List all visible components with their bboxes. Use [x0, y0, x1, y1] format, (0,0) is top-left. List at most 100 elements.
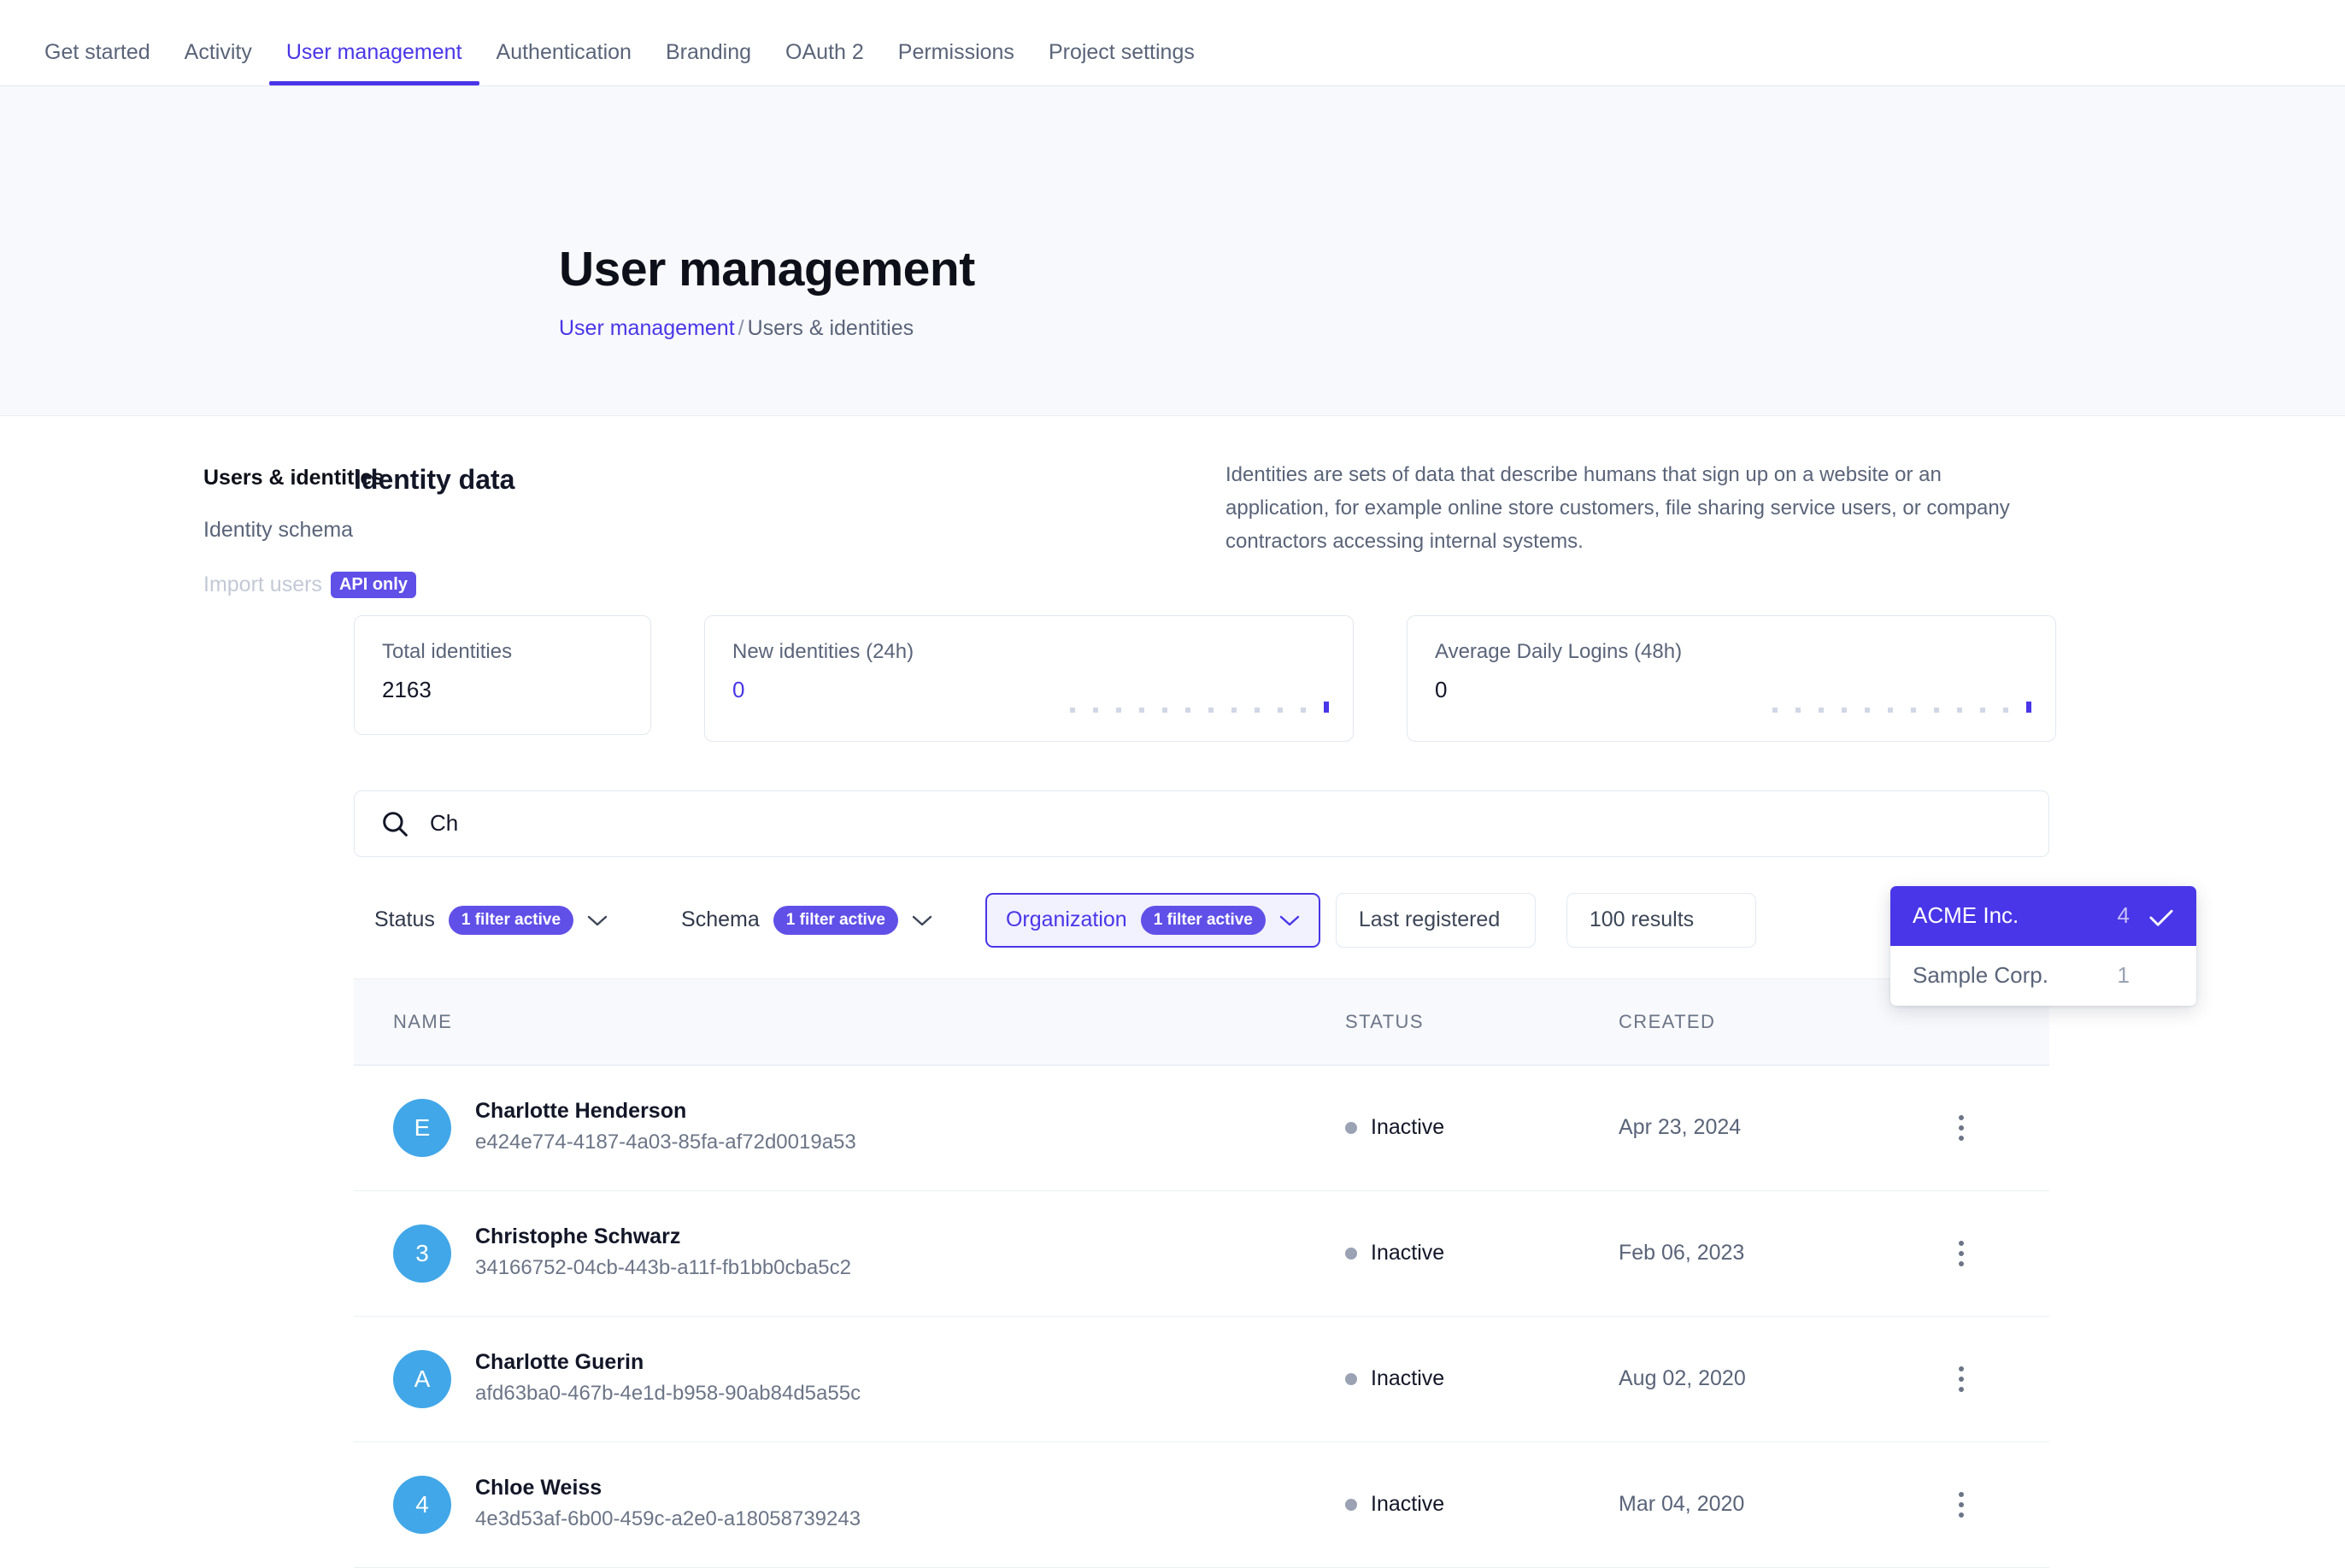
organization-dropdown-menu[interactable]: ACME Inc. 4 Sample Corp. 1: [1890, 885, 2196, 1006]
user-id: e424e774-4187-4a03-85fa-af72d0019a53: [475, 1130, 856, 1154]
results-count-label: 100 results: [1589, 907, 1695, 932]
user-id: afd63ba0-467b-4e1d-b958-90ab84d5a55c: [475, 1381, 861, 1405]
section-description: Identities are sets of data that describ…: [1225, 463, 2010, 553]
cell-name: 4 Chloe Weiss 4e3d53af-6b00-459c-a2e0-a180…: [354, 1474, 1345, 1534]
check-icon: [2148, 966, 2174, 985]
nav-item-oauth-2[interactable]: OAuth 2: [785, 40, 864, 64]
status-dot-icon: [1345, 1247, 1357, 1260]
content-header: Identity data Identities are sets of dat…: [354, 459, 2295, 559]
stat-card-value: 2163: [382, 676, 432, 702]
avatar: A: [393, 1349, 451, 1408]
status-label: Inactive: [1371, 1115, 1445, 1140]
status-badge: Inactive: [1345, 1492, 1619, 1517]
cell-created: Feb 06, 2023: [1619, 1241, 1745, 1266]
sort-select[interactable]: Last registered: [1335, 892, 1536, 948]
user-id: 34166752-04cb-443b-a11f-fb1bb0cba5c2: [475, 1255, 851, 1279]
nav-item-project-settings[interactable]: Project settings: [1048, 40, 1195, 64]
identities-table: NAME STATUS CREATED E Charlotte Henderson…: [354, 978, 2049, 1568]
page-body: Users & identities Identity schema Import …: [0, 416, 2345, 1568]
organization-option-label: ACME Inc.: [1913, 902, 2019, 929]
nav-item-permissions[interactable]: Permissions: [897, 40, 1014, 64]
nav-item-user-management[interactable]: User management: [268, 42, 479, 85]
stat-card-new-identities-24h-: New identities (24h) 0: [704, 614, 1354, 742]
sidebar-item-import-users: Import users API only: [203, 572, 416, 598]
page-title: User management: [559, 242, 975, 297]
filter-organization[interactable]: Organization 1 filter active: [984, 892, 1320, 948]
user-id: 4e3d53af-6b00-459c-a2e0-a18058739243: [475, 1506, 861, 1530]
filter-schema[interactable]: Schema 1 filter active: [661, 893, 953, 948]
filter-active-badge: 1 filter active: [773, 905, 898, 935]
top-navigation: Get started Activity User management Authen…: [0, 0, 2345, 86]
nav-item-activity[interactable]: Activity: [184, 40, 252, 64]
table-row[interactable]: 4 Chloe Weiss 4e3d53af-6b00-459c-a2e0-a180…: [354, 1442, 2049, 1568]
cell-actions: [1943, 1234, 2044, 1273]
column-header-status[interactable]: STATUS: [1345, 1010, 1424, 1032]
cell-name: A Charlotte Guerin afd63ba0-467b-4e1d-b958…: [354, 1348, 1345, 1408]
nav-item-branding[interactable]: Branding: [665, 40, 752, 64]
section-title: Identity data: [354, 464, 515, 495]
cell-created: Mar 04, 2020: [1619, 1492, 1745, 1517]
organization-option-sample-corp-[interactable]: Sample Corp. 1: [1890, 946, 2196, 1006]
organization-option-count: 4: [2117, 902, 2130, 929]
stat-card-value: 0: [1435, 676, 1448, 702]
cell-actions: [1943, 1108, 2044, 1148]
search-input[interactable]: Ch: [354, 790, 2049, 857]
cell-created: Apr 23, 2024: [1619, 1115, 1742, 1140]
column-header-name[interactable]: NAME: [393, 1010, 453, 1032]
avatar: E: [393, 1098, 451, 1157]
filter-status[interactable]: Status 1 filter active: [354, 893, 628, 948]
sidebar: Users & identities Identity schema Import …: [0, 459, 416, 1568]
table-row[interactable]: A Charlotte Guerin afd63ba0-467b-4e1d-b958…: [354, 1317, 2049, 1442]
stat-cards: Total identities 2163 New identities (24h)…: [354, 614, 2295, 742]
organization-option-count: 1: [2117, 962, 2130, 989]
stat-card-sparkline: [1772, 701, 2031, 713]
user-name: Charlotte Guerin: [475, 1350, 644, 1375]
status-badge: Inactive: [1345, 1241, 1619, 1266]
status-dot-icon: [1345, 1498, 1357, 1511]
search-value: Ch: [430, 810, 459, 837]
filter-label: Organization: [1005, 907, 1127, 932]
organization-option-acme-inc-[interactable]: ACME Inc. 4: [1890, 885, 2196, 946]
status-label: Inactive: [1371, 1366, 1445, 1391]
cell-actions: [1943, 1360, 2044, 1399]
cell-actions: [1943, 1485, 2044, 1524]
sidebar-item-label: Users & identities: [203, 466, 385, 490]
cell-created: Aug 02, 2020: [1619, 1366, 1746, 1391]
filter-row: Status 1 filter active Schema 1 filter acti…: [354, 885, 2295, 1006]
table-header-row: NAME STATUS CREATED: [354, 978, 2049, 1066]
breadcrumb: User management / Users & identities: [559, 316, 2345, 341]
table-body: E Charlotte Henderson e424e774-4187-4a03-8…: [354, 1066, 2049, 1568]
row-menu-icon[interactable]: [1943, 1360, 1979, 1399]
api-only-badge: API only: [330, 572, 416, 598]
main-content: Identity data Identities are sets of dat…: [354, 459, 2345, 1568]
status-dot-icon: [1345, 1121, 1357, 1134]
status-badge: Inactive: [1345, 1115, 1619, 1140]
cell-name: 3 Christophe Schwarz 34166752-04cb-443b-a1…: [354, 1223, 1345, 1283]
avatar: 4: [393, 1475, 451, 1534]
nav-item-get-started[interactable]: Get started: [44, 40, 150, 64]
column-header-created[interactable]: CREATED: [1619, 1010, 1716, 1032]
stat-card-total-identities: Total identities 2163: [354, 614, 651, 735]
table-row[interactable]: E Charlotte Henderson e424e774-4187-4a03-8…: [354, 1066, 2049, 1191]
chevron-down-icon: [587, 914, 608, 926]
sidebar-item-users-identities[interactable]: Users & identities: [203, 467, 384, 489]
results-count-box[interactable]: 100 results: [1566, 892, 1756, 948]
stat-card-value: 0: [732, 676, 745, 702]
user-name: Christophe Schwarz: [475, 1224, 681, 1249]
row-menu-icon[interactable]: [1943, 1108, 1979, 1148]
nav-item-authentication[interactable]: Authentication: [496, 40, 632, 64]
sidebar-item-label: Identity schema: [203, 518, 354, 542]
stat-card-label: Total identities: [382, 639, 513, 663]
row-menu-icon[interactable]: [1943, 1485, 1979, 1524]
user-name: Chloe Weiss: [475, 1476, 602, 1500]
row-menu-icon[interactable]: [1943, 1234, 1979, 1273]
filter-label: Schema: [681, 907, 760, 932]
page-header-band: User management User management / Users & …: [0, 86, 2345, 416]
sidebar-item-identity-schema[interactable]: Identity schema: [203, 520, 354, 541]
breadcrumb-link-user-management[interactable]: User management: [559, 315, 735, 340]
chevron-down-icon: [1279, 914, 1300, 926]
stat-card-label: New identities (24h): [732, 639, 914, 663]
stat-card-average-daily-logins-48h-: Average Daily Logins (48h) 0: [1407, 614, 2056, 742]
avatar: 3: [393, 1224, 451, 1283]
table-row[interactable]: 3 Christophe Schwarz 34166752-04cb-443b-a1…: [354, 1191, 2049, 1317]
